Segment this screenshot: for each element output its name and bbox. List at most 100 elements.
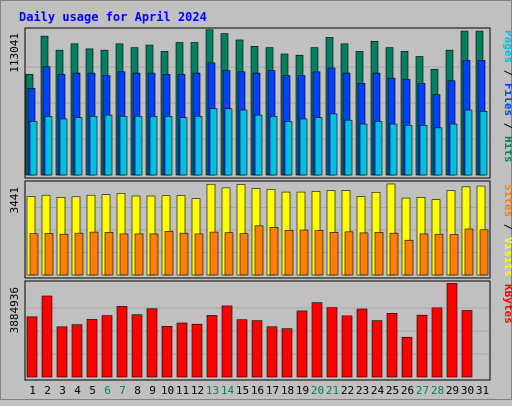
pages-bar [59,118,68,176]
kbytes-bar [461,310,473,378]
legend-sites: Sites [502,184,512,217]
legend-separator: / [502,217,512,237]
kbytes-bar [236,319,248,378]
sites-bar [44,233,54,276]
pages-bar [419,125,428,176]
x-tick-label: 21 [326,384,339,397]
bars-panel-2 [26,183,489,276]
kbytes-bar [446,283,458,378]
legend-files: Files [502,83,512,116]
pages-bar [374,121,383,176]
kbytes-bar [116,306,128,378]
x-tick-label: 16 [251,384,264,397]
pages-bar [209,108,218,176]
x-tick-label: 30 [461,384,474,397]
kbytes-bar [101,315,113,378]
pages-bar [284,121,293,176]
kbytes-bar [311,302,323,378]
x-tick-label: 22 [341,384,354,397]
x-tick-label: 7 [119,384,126,397]
x-tick-label: 19 [296,384,309,397]
kbytes-bar [371,320,383,378]
pages-bar [269,116,278,176]
sites-bar [344,231,354,276]
kbytes-bar [356,308,368,378]
pages-bar [344,119,353,176]
legend-pages: Pages [502,30,512,63]
sites-bar [329,232,339,276]
legend-kbytes: KBytes [502,284,512,324]
kbytes-bar [296,310,308,378]
pages-bar [104,114,113,176]
pages-bar [359,123,368,176]
x-tick-label: 18 [281,384,294,397]
bars-panel-1 [25,29,488,176]
legend-hits: Hits [502,136,512,163]
kbytes-bar [266,326,278,378]
pages-bar [329,113,338,176]
pages-bar [434,127,443,176]
sites-bar [194,233,204,276]
sites-bar [134,233,144,276]
pages-bar [239,109,248,176]
pages-bar [404,125,413,176]
kbytes-bar [86,319,98,378]
sites-bar [404,239,414,276]
kbytes-bar [26,316,38,378]
pages-bar [74,117,83,176]
x-tick-label: 14 [221,384,235,397]
sites-bar [449,234,459,276]
x-tick-label: 11 [176,384,189,397]
sites-bar [389,232,399,276]
axis-legend: Sites / Visits [502,184,512,277]
pages-bar [254,114,263,176]
y-max-label: 3884936 [8,287,21,333]
pages-bar [29,121,38,176]
sites-bar [89,231,99,276]
kbytes-bar [281,328,293,378]
bars-panel-3 [26,283,473,378]
kbytes-bar [131,314,143,378]
axis-legend: KBytes [502,284,512,324]
sites-bar [479,229,489,276]
chart-title: Daily usage for April 2024 [19,10,207,24]
sites-bar [29,233,39,276]
sites-bar [284,229,294,276]
x-tick-label: 2 [44,384,51,397]
x-tick-label: 5 [89,384,96,397]
pages-bar [314,117,323,176]
pages-bar [389,123,398,176]
x-tick-label: 8 [134,384,141,397]
sites-bar [374,232,384,276]
x-tick-label: 20 [311,384,324,397]
x-tick-label: 13 [206,384,219,397]
x-tick-label: 17 [266,384,279,397]
pages-bar [179,117,188,176]
axis-legend: Pages / Files / Hits [502,30,512,163]
pages-bar [164,116,173,176]
sites-bar [314,230,324,276]
x-tick-label: 10 [161,384,174,397]
kbytes-bar [56,326,68,378]
sites-bar [209,231,219,276]
sites-bar [179,232,189,276]
x-tick-label: 28 [431,384,444,397]
x-tick-label: 9 [149,384,156,397]
x-tick-label: 24 [371,384,385,397]
kbytes-bar [41,295,53,378]
pages-bar [449,123,458,176]
y-max-label: 113041 [8,33,21,73]
x-tick-label: 12 [191,384,204,397]
legend-separator: / [502,116,512,136]
kbytes-bar [161,326,173,378]
legend-separator: / [502,63,512,83]
kbytes-bar [416,314,428,378]
sites-bar [239,233,249,276]
sites-bar [104,232,114,276]
x-tick-label: 3 [59,384,66,397]
pages-bar [119,116,128,176]
pages-bar [44,116,53,176]
sites-bar [74,232,84,276]
x-tick-label: 15 [236,384,249,397]
